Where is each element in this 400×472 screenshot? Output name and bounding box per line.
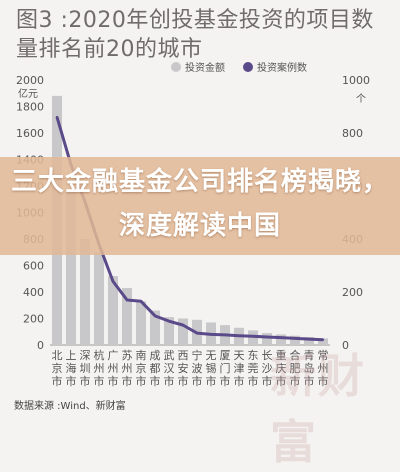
y-left-tick-label: 600: [23, 260, 44, 273]
line-point-武汉市: [167, 319, 171, 323]
source-note: 数据来源 :Wind、新财富: [14, 401, 126, 412]
x-tick-label-广州市: 广州市: [108, 349, 119, 388]
bar-武汉市: [163, 317, 175, 345]
bar-常州市: [317, 338, 329, 345]
x-tick-label-苏州市: 苏州市: [122, 349, 133, 388]
bar-广州市: [107, 276, 119, 345]
x-tick-label-东莞市: 东莞市: [248, 349, 259, 388]
legend-marker-line: [243, 62, 253, 72]
bar-成都市: [149, 310, 161, 345]
line-point-东莞市: [251, 335, 255, 338]
y-right-tick-label: 0: [342, 339, 349, 352]
x-tick-label-天津市: 天津市: [234, 349, 245, 388]
x-tick-label-武汉市: 武汉市: [164, 349, 175, 388]
y-right-unit: 个: [356, 93, 366, 105]
line-point-长沙市: [265, 335, 269, 339]
y-left-tick-label: 400: [23, 286, 44, 299]
y-left-tick-label: 200: [23, 313, 44, 326]
legend-label-bar: 投资金额: [185, 61, 225, 74]
line-point-常州市: [321, 338, 325, 341]
x-tick-label-青岛市: 青岛市: [304, 349, 315, 388]
chart-title: 图3 :2020年创投基金投资的项目数量排名前20的城市: [16, 8, 374, 62]
y-right-tick-label: 200: [342, 286, 363, 299]
y-right-tick-label: 800: [342, 127, 363, 140]
line-point-厦门市: [223, 333, 227, 337]
line-point-无锡市: [209, 333, 213, 336]
y-left-tick-label: 1800: [16, 101, 44, 114]
line-point-青岛市: [307, 337, 311, 341]
line-point-广州市: [111, 280, 115, 283]
headline-text: 三大金融基金公司排名榜揭晓，深度解读中国: [10, 167, 389, 241]
bar-苏州市: [121, 288, 133, 345]
line-point-西安市: [181, 323, 185, 327]
x-tick-label-宁波市: 宁波市: [192, 348, 203, 388]
y-left-tick-label: 0: [37, 339, 44, 352]
bar-上海市: [65, 191, 77, 345]
bar-青岛市: [303, 337, 315, 345]
y-left-unit: 亿元: [18, 87, 38, 100]
bar-杭州市: [93, 252, 105, 345]
x-tick-label-成都市: 成都市: [150, 349, 161, 388]
line-point-成都市: [153, 314, 157, 318]
line-point-北京市: [55, 115, 59, 119]
x-tick-label-西安市: 西安市: [178, 349, 189, 388]
line-point-南京市: [139, 300, 143, 303]
bar-深圳市: [79, 239, 91, 345]
bar-南京市: [135, 301, 147, 345]
legend-label-line: 投资案例数: [257, 61, 307, 74]
y-left-tick-label: 2000: [16, 74, 44, 87]
headline-banner: [0, 157, 400, 255]
line-point-合肥市: [293, 337, 297, 340]
x-tick-label-合肥市: 合肥市: [290, 348, 301, 388]
watermark-text: 新财富: [270, 349, 366, 469]
line-point-天津市: [237, 334, 241, 337]
x-tick-label-常州市: 常州市: [318, 349, 329, 388]
y-left-tick-label: 1600: [16, 127, 44, 140]
x-tick-label-上海市: 上海市: [66, 349, 77, 388]
bar-重庆市: [275, 334, 287, 345]
bar-长沙市: [261, 333, 273, 345]
line-point-苏州市: [125, 298, 129, 302]
bar-西安市: [177, 318, 189, 345]
x-tick-label-厦门市: 厦门市: [220, 349, 231, 388]
y-right-tick-label: 1000: [342, 74, 370, 87]
x-tick-label-重庆市: 重庆市: [276, 348, 287, 388]
x-tick-label-南京市: 南京市: [136, 349, 147, 388]
line-point-重庆市: [279, 336, 283, 339]
bar-合肥市: [289, 335, 301, 345]
x-tick-label-杭州市: 杭州市: [94, 348, 105, 388]
legend-marker-bar: [171, 62, 181, 72]
x-tick-label-北京市: 北京市: [52, 349, 63, 388]
x-tick-label-无锡市: 无锡市: [206, 349, 217, 388]
x-tick-label-深圳市: 深圳市: [80, 349, 91, 388]
x-tick-label-长沙市: 长沙市: [262, 349, 273, 388]
line-point-宁波市: [195, 331, 199, 335]
